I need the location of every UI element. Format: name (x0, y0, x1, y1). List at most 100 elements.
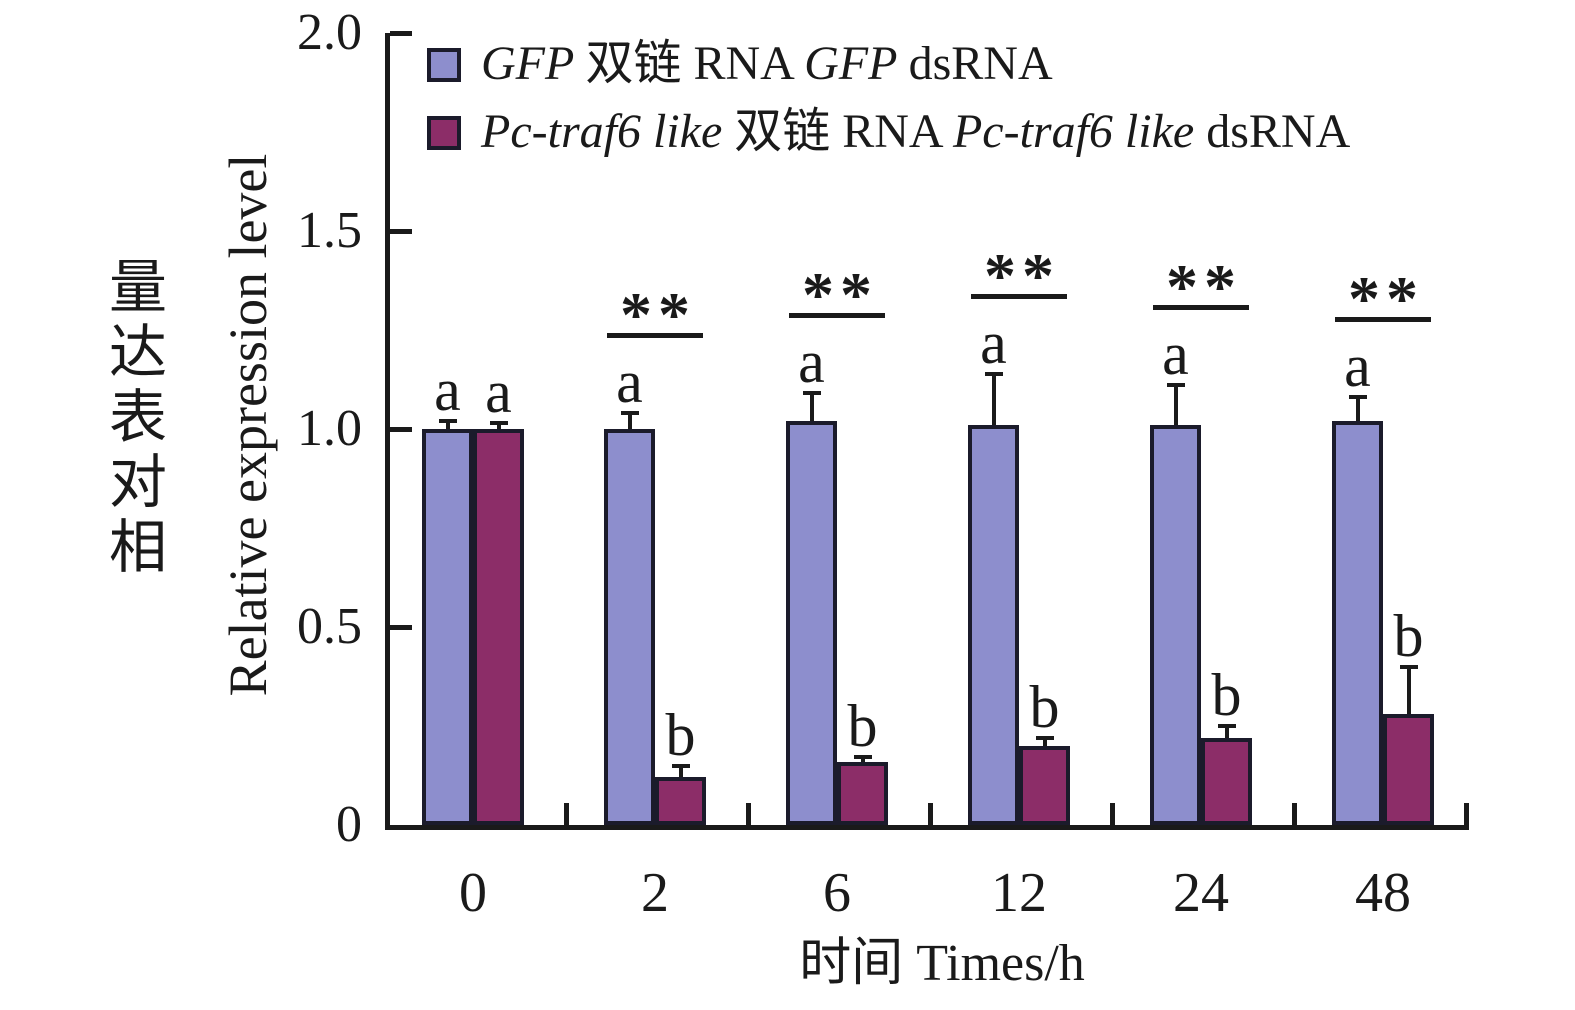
significance-line (1153, 305, 1249, 311)
error-bar-cap (620, 411, 639, 416)
x-tick (746, 803, 751, 825)
error-bar-cap (438, 419, 457, 424)
error-bar-stem (1406, 666, 1411, 715)
legend-item-1: GFP 双链 RNA GFP dsRNA (427, 40, 1350, 88)
significance-stars: ** (1348, 263, 1424, 335)
significance-stars: ** (620, 279, 696, 351)
letter-label: a (980, 309, 1007, 376)
bar-series2-2h (655, 777, 706, 825)
y-axis-label-char: 相 (108, 515, 167, 580)
y-axis-label-char: 对 (108, 450, 167, 515)
significance-line (1335, 317, 1431, 323)
letter-label: b (1393, 602, 1424, 669)
letter-label: b (665, 701, 696, 768)
error-bar-stem (496, 423, 501, 429)
error-bar-cap (1166, 383, 1185, 388)
x-tick-label: 6 (823, 862, 851, 924)
legend-label-gene-name: Pc-traf6 like (952, 105, 1207, 158)
error-bar-cap (802, 391, 821, 396)
bar-series2-6h (837, 761, 888, 825)
y-tick (390, 427, 412, 432)
y-axis-label-english: Relative expression level (218, 153, 278, 697)
bar-series2-48h (1383, 714, 1434, 825)
error-bar-stem (860, 756, 865, 762)
error-bar-stem (1173, 385, 1178, 426)
x-tick (1464, 803, 1469, 825)
letter-label: a (1344, 333, 1371, 400)
bar-series2-24h (1201, 737, 1252, 825)
legend-label-gene-name: GFP (804, 37, 909, 90)
bar-series1-0h (422, 429, 473, 825)
error-bar-stem (1355, 397, 1360, 422)
letter-label: a (434, 357, 461, 424)
significance-stars: ** (984, 239, 1060, 311)
bar-series1-6h (786, 421, 837, 825)
y-tick-label: 2.0 (297, 4, 362, 61)
bar-series1-2h (604, 429, 655, 825)
x-tick (1292, 803, 1297, 825)
error-bar-stem (1042, 737, 1047, 746)
y-axis-label-char: 表 (108, 385, 167, 450)
letter-label: a (485, 359, 512, 426)
legend-label-text: 双链 RNA (585, 37, 805, 90)
bar-series2-12h (1019, 745, 1070, 825)
error-bar-cap (984, 371, 1003, 376)
y-tick (390, 31, 412, 36)
x-tick (928, 803, 933, 825)
letter-label: b (1029, 673, 1060, 740)
error-bar-cap (1035, 735, 1054, 740)
letter-label: b (1211, 662, 1242, 728)
bar-series1-24h (1150, 425, 1201, 825)
letter-label: a (616, 349, 643, 416)
y-tick-label: 0.5 (297, 598, 362, 655)
legend: GFP 双链 RNA GFP dsRNA Pc-traf6 like 双链 RNA… (427, 40, 1350, 176)
legend-swatch-icon (427, 48, 461, 82)
legend-item-2: Pc-traf6 like 双链 RNA Pc-traf6 like dsRNA (427, 108, 1350, 156)
x-tick-label: 48 (1355, 862, 1411, 924)
x-tick (1110, 803, 1115, 825)
error-bar-stem (678, 765, 683, 778)
error-bar-stem (991, 373, 996, 426)
y-tick (390, 229, 412, 234)
legend-label: Pc-traf6 like 双链 RNA Pc-traf6 like dsRNA (481, 108, 1350, 156)
y-axis-label-char: 达 (108, 320, 167, 385)
letter-label: b (847, 692, 878, 759)
y-axis-label-chinese: 量达表对相 (103, 255, 173, 580)
letter-label: a (1162, 321, 1189, 388)
legend-swatch-icon (427, 116, 461, 150)
error-bar-stem (627, 413, 632, 429)
error-bar-stem (809, 393, 814, 422)
legend-label-text: dsRNA (1206, 105, 1351, 158)
x-axis-line (385, 825, 1469, 830)
significance-stars: ** (1166, 251, 1242, 323)
y-tick (390, 625, 412, 630)
significance-line (971, 293, 1067, 299)
legend-label-text: dsRNA (908, 37, 1053, 90)
error-bar-cap (853, 754, 872, 759)
error-bar-cap (671, 763, 690, 768)
x-tick-label: 24 (1173, 862, 1229, 924)
y-tick-label: 0 (336, 796, 362, 853)
x-tick-label: 0 (459, 862, 487, 924)
y-axis-line (385, 33, 390, 830)
x-tick-label: 12 (991, 862, 1047, 924)
legend-label-gene-name: Pc-traf6 like (481, 105, 735, 158)
legend-label-text: 双链 RNA (734, 105, 953, 158)
error-bar-cap (489, 421, 508, 426)
x-axis-label: 时间 Times/h (799, 935, 1085, 992)
error-bar-cap (1399, 664, 1418, 669)
legend-label-gene-name: GFP (481, 37, 586, 90)
x-tick (564, 803, 569, 825)
error-bar-stem (445, 421, 450, 429)
bar-series1-12h (968, 425, 1019, 825)
bar-series2-0h (473, 429, 524, 825)
letter-label: a (798, 329, 825, 396)
error-bar-cap (1348, 395, 1367, 400)
y-tick-label: 1.0 (297, 400, 362, 457)
error-bar-cap (1217, 724, 1236, 728)
error-bar-stem (1224, 726, 1229, 738)
bar-series1-48h (1332, 421, 1383, 825)
y-axis-label-char: 量 (108, 255, 167, 320)
significance-line (789, 313, 885, 319)
